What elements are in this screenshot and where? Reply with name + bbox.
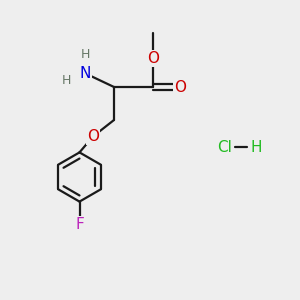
Text: H: H xyxy=(61,74,71,88)
Text: N: N xyxy=(80,66,91,81)
Text: H: H xyxy=(251,140,262,154)
Text: F: F xyxy=(75,217,84,232)
Text: O: O xyxy=(174,80,186,94)
Text: Cl: Cl xyxy=(218,140,232,154)
Text: O: O xyxy=(147,51,159,66)
Text: H: H xyxy=(81,47,90,61)
Text: O: O xyxy=(87,129,99,144)
